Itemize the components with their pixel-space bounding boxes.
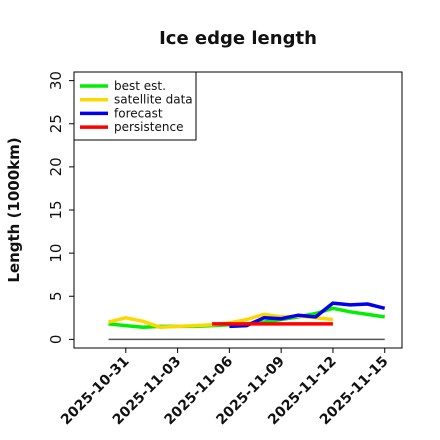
chart-title: Ice edge length <box>159 28 317 49</box>
series-layer <box>108 301 386 330</box>
y-tick-label: 0 <box>47 335 65 345</box>
legend-label: persistence <box>114 120 183 134</box>
x-axis: 2025-10-312025-11-032025-11-062025-11-09… <box>58 348 392 428</box>
y-tick-label: 30 <box>47 71 65 90</box>
legend-label: satellite data <box>114 93 193 107</box>
y-tick-label: 25 <box>47 114 65 133</box>
series-line-forecast <box>229 301 386 329</box>
legend: best est.satellite dataforecastpersisten… <box>73 71 197 141</box>
y-tick-label: 5 <box>47 291 65 301</box>
y-axis-label: Length (1000km) <box>5 137 23 282</box>
legend-label: forecast <box>114 106 163 120</box>
legend-label: best est. <box>114 79 166 93</box>
y-tick-label: 10 <box>47 244 65 263</box>
y-axis: 0 5 10 15 20 25 30 <box>47 71 74 344</box>
y-tick-label: 20 <box>47 157 65 176</box>
y-tick-label: 15 <box>47 200 65 219</box>
